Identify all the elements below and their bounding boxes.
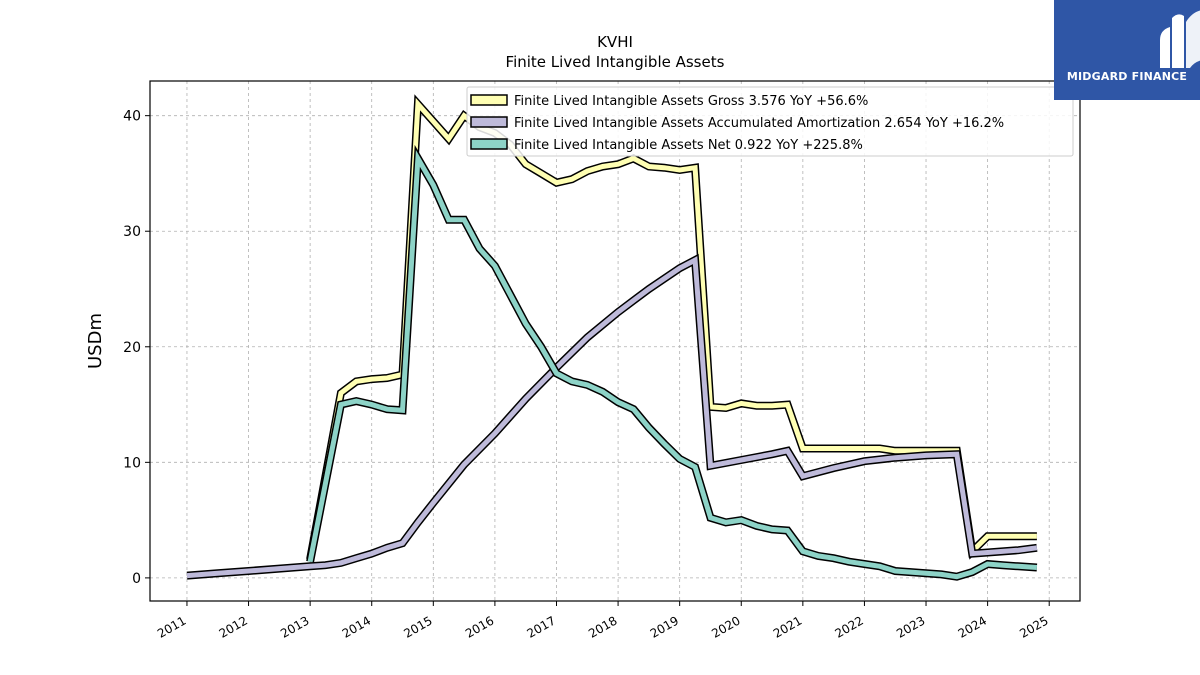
y-axis-label: USDm [85, 313, 106, 369]
x-tick-label: 2016 [463, 613, 496, 640]
y-tick-label: 40 [123, 109, 141, 125]
brand-name: MIDGARD FINANCE [1066, 70, 1188, 83]
x-tick-label: 2023 [894, 613, 927, 640]
x-tick-label: 2017 [525, 613, 558, 640]
x-tick-label: 2014 [340, 613, 373, 640]
legend-label: Finite Lived Intangible Assets Net 0.922… [514, 138, 863, 153]
legend-swatch [470, 116, 508, 128]
y-tick-label: 10 [123, 455, 141, 471]
grid-lines [150, 81, 1080, 601]
legend-box [466, 86, 1074, 157]
legend-label: Finite Lived Intangible Assets Accumulat… [514, 116, 1004, 131]
series-lines [186, 94, 1038, 581]
x-tick-label: 2024 [956, 613, 989, 640]
x-tick-label: 2011 [155, 613, 188, 640]
y-tick-label: 30 [123, 224, 141, 240]
brand-logo: MIDGARD FINANCE [1054, 0, 1200, 100]
series-stroke [307, 149, 1038, 580]
y-tick-label: 20 [123, 340, 141, 356]
chart-title: KVHI [597, 33, 633, 51]
series-stroke [307, 97, 1037, 560]
legend-swatch [470, 94, 508, 106]
x-tick-label: 2018 [586, 613, 619, 640]
legend: Finite Lived Intangible Assets Gross 3.5… [466, 86, 1074, 157]
x-tick-label: 2012 [217, 613, 250, 640]
chart-subtitle: Finite Lived Intangible Assets [506, 53, 725, 71]
legend-label: Finite Lived Intangible Assets Gross 3.5… [514, 94, 868, 109]
x-tick-label: 2020 [709, 613, 742, 640]
legend-swatch [470, 138, 508, 150]
x-tick-label: 2015 [401, 613, 434, 640]
axis-ticks: 0 10 20 30 40 2011 2012 2013 2014 2015 2016 2017 201… [123, 109, 1051, 641]
x-tick-label: 2019 [648, 613, 681, 640]
y-tick-label: 0 [132, 571, 141, 587]
x-tick-label: 2021 [771, 613, 804, 640]
x-tick-label: 2025 [1017, 613, 1050, 640]
x-tick-label: 2022 [832, 613, 865, 640]
plot-frame [149, 80, 1081, 602]
series-line-2 [186, 253, 1038, 580]
series-line-3 [306, 144, 1038, 581]
series-line-1 [306, 94, 1037, 561]
brand-logo-icon [1160, 10, 1200, 68]
series-stroke [186, 256, 1038, 579]
x-tick-label: 2013 [278, 613, 311, 640]
series-outline [306, 144, 1038, 581]
